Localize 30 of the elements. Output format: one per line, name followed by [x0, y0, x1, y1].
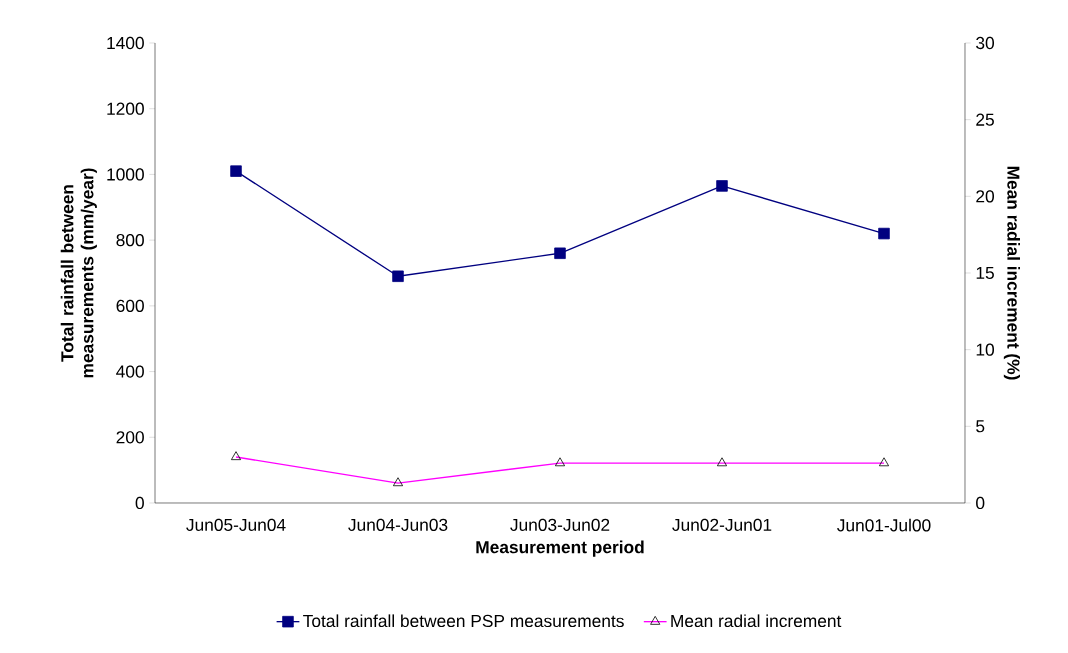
y2-tick-label: 10 [976, 343, 995, 356]
x-tick-label: Jun03-Jun02 [510, 518, 610, 531]
legend-label: Mean radial increment [671, 614, 842, 628]
y2-axis-title: Mean radial increment (%) [1003, 166, 1020, 380]
point [716, 180, 728, 192]
y2-tick-label: 20 [976, 190, 995, 203]
y-tick-label: 200 [116, 431, 144, 444]
y2-tick-label: 25 [976, 113, 994, 126]
x-tick-label: Jun05-Jun04 [186, 518, 286, 531]
point [392, 270, 404, 283]
y-tick-label: 0 [135, 496, 144, 510]
y-tick-label: 1000 [107, 168, 144, 181]
x-tick-label: Jun02-Jun01 [672, 518, 772, 531]
y-tick-label: 1200 [107, 102, 144, 115]
y-tick-label: 600 [116, 299, 144, 312]
point [878, 227, 890, 240]
y-tick-label: 400 [116, 365, 144, 378]
y2-tick-label: 0 [976, 496, 985, 510]
x-tick-label: Jun01-Jul00 [837, 518, 931, 532]
y-axis-title: Total rainfall between measurements (mm/year) [60, 168, 97, 378]
y2-tick-label: 30 [976, 36, 995, 50]
y2-tick-label: 15 [976, 266, 994, 280]
point [230, 165, 242, 177]
point [554, 247, 566, 260]
y-tick-label: 1400 [107, 36, 144, 50]
legend-label: Total rainfall between PSP measurements [303, 614, 624, 628]
x-tick-label: Jun04-Jun03 [348, 518, 448, 531]
y2-tick-label: 5 [976, 420, 985, 433]
x-axis-title: Measurement period [476, 540, 644, 557]
y-tick-label: 800 [116, 233, 144, 247]
